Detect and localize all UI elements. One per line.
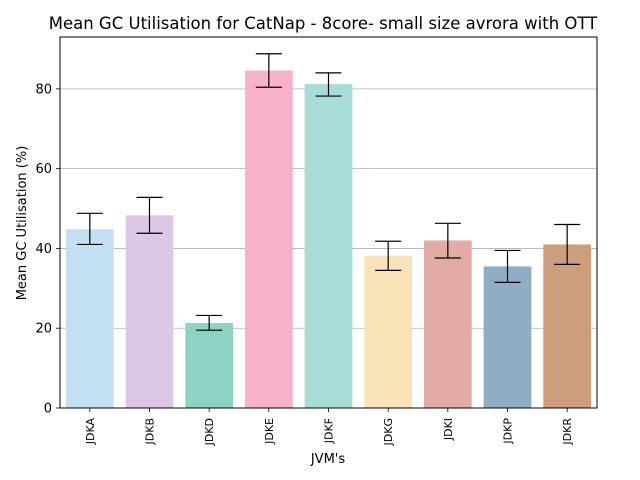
y-tick-label: 40 <box>35 242 52 257</box>
x-tick-label: JDKF <box>323 418 336 444</box>
x-tick-label: JDKR <box>561 418 574 446</box>
bar-jdki <box>423 240 472 408</box>
error-bars <box>76 53 581 331</box>
bar-jdkd <box>185 323 234 408</box>
bar-jdkb <box>125 215 174 408</box>
y-axis-ticks: 0 20 40 60 80 <box>35 82 60 417</box>
y-tick-label: 0 <box>44 402 52 417</box>
bar-jdkr <box>543 244 592 408</box>
x-tick-label: JDKP <box>502 418 515 445</box>
bar-jdke <box>244 70 293 408</box>
x-tick-label: JDKE <box>263 418 276 445</box>
y-tick-label: 60 <box>35 162 52 177</box>
x-tick-label: JDKD <box>203 418 216 446</box>
bar-jdka <box>65 229 114 408</box>
x-tick-label: JDKG <box>382 418 395 446</box>
y-axis-label: Mean GC Utilisation (%) <box>15 146 30 301</box>
bars <box>65 70 592 408</box>
y-tick-label: 20 <box>35 322 52 337</box>
bar-jdkf <box>304 84 353 408</box>
y-tick-label: 80 <box>35 82 52 97</box>
x-tick-label: JDKI <box>442 418 455 441</box>
bar-jdkg <box>364 255 413 408</box>
chart-title: Mean GC Utilisation for CatNap - 8core- … <box>49 14 598 33</box>
x-axis-ticks: JDKA JDKB JDKD JDKE JDKF JDKG JDKI JDKP JDKR <box>84 408 574 446</box>
x-tick-label: JDKA <box>84 418 97 446</box>
x-axis-label: JVM's <box>310 452 346 467</box>
bar-jdkp <box>483 266 532 408</box>
x-tick-label: JDKB <box>144 418 157 445</box>
